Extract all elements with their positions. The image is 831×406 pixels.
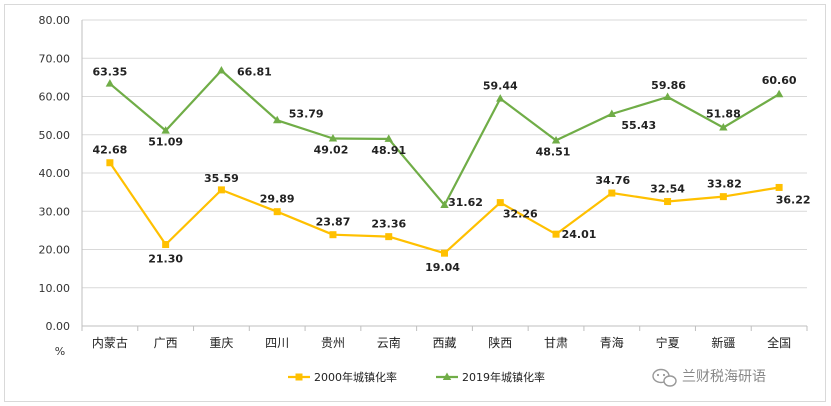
- y-tick-label: 70.00: [39, 52, 71, 65]
- data-label: 60.60: [762, 74, 797, 87]
- data-point-marker: [329, 231, 337, 239]
- legend-label: 2000年城镇化率: [314, 370, 397, 384]
- data-label: 34.76: [595, 174, 630, 187]
- y-tick-label: 20.00: [39, 244, 71, 257]
- data-labels: 42.68 21.30 35.59 29.89 23.87 23.36 19.04 32.26…: [92, 65, 810, 274]
- data-point-marker: [162, 241, 170, 249]
- x-tick-label: 云南: [377, 335, 401, 350]
- data-label: 19.04: [425, 261, 460, 274]
- data-point-marker: [217, 65, 226, 74]
- data-point-marker: [328, 133, 338, 142]
- data-label: 32.54: [650, 183, 685, 196]
- data-point-marker: [608, 189, 616, 197]
- watermark-text: 兰财税海研语: [682, 369, 766, 385]
- data-point-marker: [496, 199, 504, 207]
- legend-marker: [295, 373, 303, 381]
- y-tick-label: 40.00: [39, 167, 71, 180]
- data-label: 59.44: [483, 80, 518, 93]
- data-point-marker: [719, 123, 728, 131]
- data-point-marker: [440, 200, 449, 209]
- data-point-marker: [664, 198, 672, 206]
- x-tick-label: 广西: [154, 336, 178, 350]
- legend: 2000年城镇化率 2019年城镇化率: [288, 370, 545, 384]
- x-tick-label: 全国: [767, 335, 791, 350]
- y-tick-label: 30.00: [39, 205, 71, 218]
- data-point-marker: [774, 89, 784, 98]
- gridlines: [82, 19, 807, 289]
- data-label: 33.82: [707, 178, 742, 191]
- data-label: 36.22: [776, 193, 811, 206]
- data-point-marker: [775, 183, 783, 191]
- data-label: 29.89: [260, 193, 295, 206]
- y-tick-label: 80.00: [39, 14, 71, 27]
- data-point-marker: [663, 92, 672, 101]
- data-label: 53.79: [289, 107, 324, 120]
- y-tick-label: 50.00: [39, 129, 71, 142]
- data-point-marker: [217, 186, 225, 194]
- data-point-marker: [496, 94, 505, 102]
- data-point-marker: [106, 159, 114, 167]
- data-label: 23.36: [371, 218, 406, 231]
- data-label: 66.81: [237, 65, 272, 78]
- y-tick-label: 60.00: [39, 91, 71, 104]
- wechat-icon: [652, 368, 677, 387]
- data-label: 51.88: [706, 108, 741, 121]
- y-axis: 0.00 10.00 20.00 30.00 40.00 50.00 60.00 70.00 8…: [39, 14, 83, 333]
- x-tick-label: 新疆: [711, 335, 735, 350]
- series-lines: [105, 65, 784, 257]
- data-label: 59.86: [651, 79, 686, 92]
- data-label: 23.87: [316, 216, 351, 229]
- data-label: 35.59: [204, 172, 239, 185]
- data-point-marker: [552, 230, 560, 238]
- y-axis-unit-label: %: [55, 345, 65, 358]
- data-point-marker: [384, 134, 393, 142]
- data-label: 48.91: [371, 144, 406, 157]
- watermark: 兰财税海研语: [652, 368, 766, 387]
- data-label: 51.09: [148, 136, 183, 149]
- data-point-marker: [161, 126, 170, 134]
- data-label: 49.02: [314, 143, 349, 156]
- data-point-marker: [105, 79, 115, 87]
- data-label: 55.43: [621, 119, 656, 132]
- data-point-marker: [273, 208, 281, 216]
- x-tick-label: 宁夏: [656, 335, 680, 350]
- data-point-marker: [551, 135, 561, 144]
- data-label: 32.26: [503, 208, 538, 221]
- y-tick-label: 10.00: [39, 282, 71, 295]
- data-label: 31.62: [448, 196, 483, 209]
- data-label: 24.01: [562, 228, 597, 241]
- data-point-marker: [719, 193, 727, 201]
- x-tick-label: 青海: [600, 335, 624, 350]
- chart-frame: [4, 4, 826, 402]
- data-point-marker: [607, 109, 617, 117]
- legend-marker: [442, 372, 452, 380]
- x-tick-label: 陕西: [488, 335, 512, 350]
- data-point-marker: [441, 249, 448, 257]
- data-label: 42.68: [92, 144, 127, 157]
- data-point-marker: [272, 115, 282, 124]
- data-label: 48.51: [536, 145, 571, 158]
- y-tick-label: 0.00: [46, 320, 71, 333]
- x-axis: 内蒙古 广西 重庆 四川 贵州 云南 西藏 陕西 甘肃 青海 宁夏 新疆 全国: [81, 325, 808, 350]
- data-label: 21.30: [148, 253, 183, 266]
- x-tick-label: 四川: [265, 336, 289, 350]
- x-tick-label: 甘肃: [544, 336, 568, 350]
- x-tick-label: 内蒙古: [92, 335, 128, 350]
- legend-label: 2019年城镇化率: [462, 370, 545, 384]
- x-tick-label: 重庆: [209, 336, 233, 350]
- x-tick-label: 西藏: [432, 336, 456, 350]
- x-tick-label: 贵州: [321, 336, 345, 350]
- data-label: 63.35: [92, 66, 127, 79]
- data-point-marker: [385, 233, 393, 241]
